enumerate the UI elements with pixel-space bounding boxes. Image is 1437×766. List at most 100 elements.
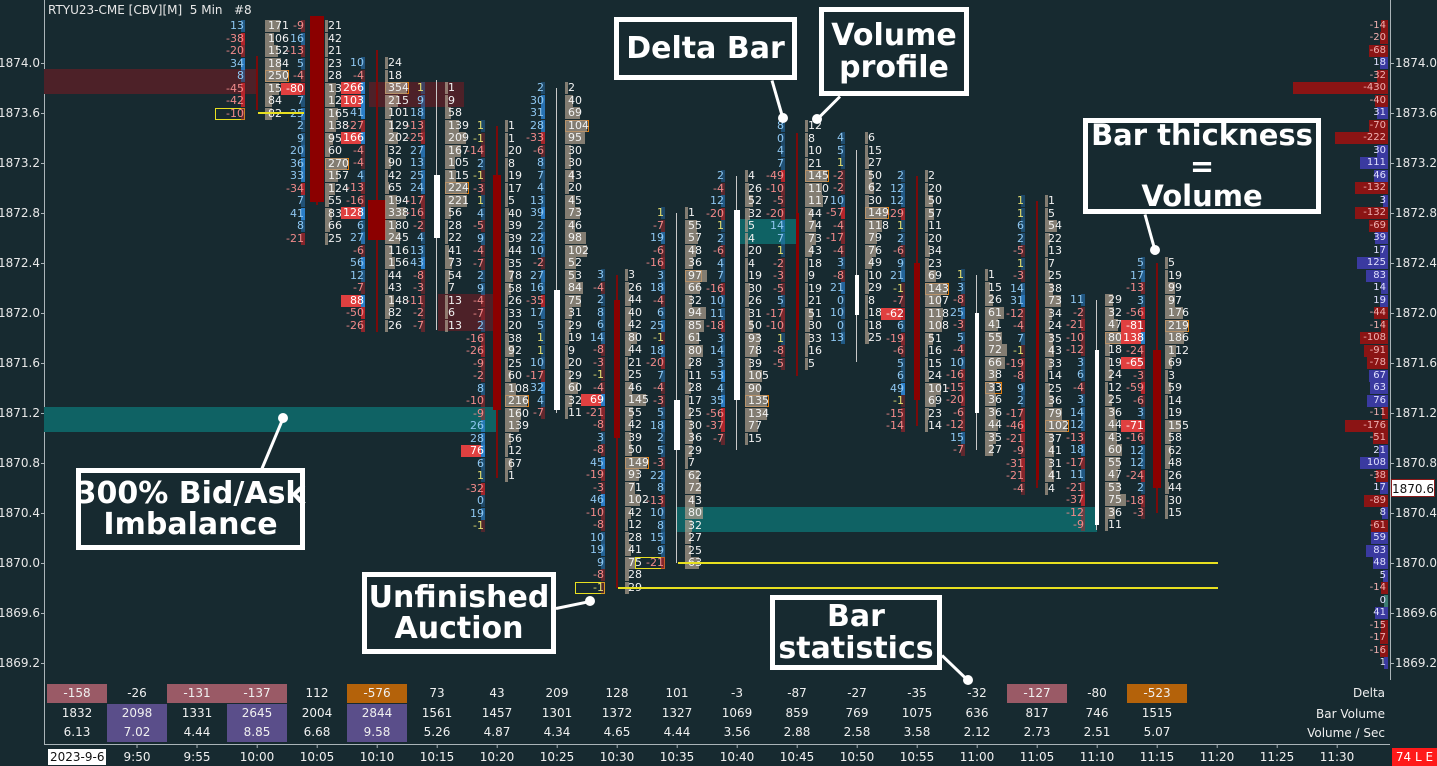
delta-cell: -34 bbox=[286, 181, 305, 195]
volume-cell: 2 bbox=[565, 82, 575, 94]
imbalance-band bbox=[44, 407, 498, 432]
delta-cell: -16 bbox=[346, 193, 365, 207]
delta-cell: -2 bbox=[833, 168, 845, 182]
delta-cell: -25 bbox=[406, 131, 425, 144]
candle-wick bbox=[676, 213, 677, 563]
delta-cell: -19 bbox=[1006, 356, 1025, 370]
stat-delta: -137 bbox=[227, 684, 287, 703]
delta-cell: -5 bbox=[473, 219, 485, 232]
volume-cell: 101 bbox=[385, 107, 409, 119]
delta-cell: 24 bbox=[410, 181, 425, 194]
delta-bar bbox=[554, 290, 560, 410]
delta-cell: -16 bbox=[946, 368, 965, 381]
volume-cell: 73 bbox=[805, 232, 822, 245]
volume-cell: 11 bbox=[565, 407, 582, 419]
volume-cell: 25 bbox=[685, 544, 702, 557]
candle-wick bbox=[556, 88, 557, 413]
profile-bar bbox=[1383, 195, 1388, 207]
delta-cell: 32 bbox=[530, 381, 545, 394]
delta-cell: -4 bbox=[293, 69, 305, 82]
stat-volume: 2004 bbox=[301, 706, 333, 720]
volume-cell: 58 bbox=[1165, 432, 1182, 444]
volume-cell: 40 bbox=[565, 94, 582, 107]
volume-cell: 115 bbox=[445, 169, 469, 182]
delta-bar bbox=[493, 175, 501, 410]
delta-cell: 266 bbox=[341, 81, 365, 94]
delta-cell: -26 bbox=[466, 344, 485, 357]
delta-cell: -4 bbox=[953, 343, 965, 356]
volume-cell: 12 bbox=[625, 519, 642, 531]
delta-cell: 4 bbox=[837, 131, 845, 144]
volume-cell: 21 bbox=[625, 356, 642, 369]
volume-cell: 134 bbox=[745, 407, 769, 420]
volume-cell: 12 bbox=[805, 120, 822, 132]
delta-cell: 17 bbox=[530, 306, 545, 319]
delta-cell: 8 bbox=[657, 481, 665, 494]
profile-bar bbox=[1382, 570, 1388, 582]
delta-cell: -2 bbox=[1073, 305, 1085, 319]
delta-cell: -6 bbox=[893, 344, 905, 357]
volume-cell: 180 bbox=[385, 219, 409, 232]
delta-cell: 8 bbox=[657, 518, 665, 532]
stat-vps: 4.87 bbox=[483, 725, 511, 739]
delta-cell: 13 bbox=[410, 243, 425, 257]
delta-cell: -14 bbox=[466, 144, 485, 157]
stat-vps: 7.02 bbox=[107, 723, 167, 742]
volume-cell: 69 bbox=[925, 395, 942, 407]
volume-cell: 23 bbox=[925, 407, 942, 420]
time-tick: 10:00 bbox=[239, 744, 275, 764]
delta-cell: 19 bbox=[590, 543, 605, 556]
delta-cell: 19 bbox=[650, 231, 665, 244]
delta-cell: -17 bbox=[766, 306, 785, 320]
volume-cell: 1 bbox=[505, 120, 515, 132]
delta-cell: -3 bbox=[773, 269, 785, 282]
unfinished-auction-line bbox=[258, 112, 304, 114]
stat-volume: 1069 bbox=[721, 706, 753, 720]
stat-vps: 4.34 bbox=[543, 725, 571, 739]
volume-cell: 152 bbox=[265, 45, 289, 57]
delta-cell: 41 bbox=[350, 106, 365, 119]
price-axis-right: 1874.0 1873.6 1873.2 1872.8 1872.4 1872.0 1871… bbox=[1390, 0, 1437, 680]
volume-cell: 36 bbox=[985, 406, 1002, 419]
delta-cell: 69 bbox=[581, 394, 605, 406]
delta-cell: -33 bbox=[526, 131, 545, 144]
delta-cell: -4 bbox=[473, 294, 485, 307]
stat-delta: -26 bbox=[127, 686, 147, 700]
delta-cell: -7 bbox=[413, 318, 425, 332]
volume-cell: 14 bbox=[925, 420, 942, 432]
volume-cell: 250 bbox=[265, 70, 289, 82]
date-label: 2023-9-6 bbox=[48, 749, 107, 765]
volume-cell: 19 bbox=[505, 170, 522, 182]
delta-cell: 3 bbox=[1077, 355, 1085, 369]
volume-cell: 69 bbox=[565, 107, 582, 119]
delta-cell: -1 bbox=[893, 281, 905, 295]
delta-cell: -16 bbox=[646, 256, 665, 269]
profile-bar bbox=[1374, 607, 1388, 619]
stat-volume: 1075 bbox=[901, 706, 933, 720]
price-tick: 1871.6 bbox=[1390, 356, 1437, 370]
time-tick: 10:45 bbox=[779, 744, 815, 764]
volume-cell: 93 bbox=[745, 332, 762, 345]
price-tick: 1873.6 bbox=[1390, 106, 1437, 120]
volume-cell: 54 bbox=[445, 269, 462, 282]
delta-cell: 2 bbox=[897, 231, 905, 245]
delta-cell: -9 bbox=[473, 406, 485, 420]
delta-cell: -46 bbox=[1006, 419, 1025, 432]
volume-cell: 42 bbox=[385, 169, 402, 182]
volume-cell: 5 bbox=[1045, 207, 1055, 220]
volume-cell: 80 bbox=[625, 331, 642, 344]
delta-cell: -7 bbox=[713, 431, 725, 445]
profile-bar bbox=[1382, 507, 1388, 519]
delta-cell: 6 bbox=[897, 319, 905, 332]
delta-cell: 2 bbox=[297, 119, 305, 132]
candle-wick bbox=[856, 150, 857, 362]
price-tick: 1869.6 bbox=[1390, 606, 1437, 620]
delta-cell: 2 bbox=[537, 81, 545, 94]
volume-cell: 148 bbox=[385, 294, 409, 307]
volume-cell: 26 bbox=[625, 281, 642, 294]
delta-cell: 7 bbox=[297, 94, 305, 107]
stat-delta: -32 bbox=[967, 686, 987, 700]
delta-cell: -29 bbox=[886, 206, 905, 220]
delta-cell: 31 bbox=[1010, 294, 1025, 307]
footprint-plot[interactable]: 13 -38 -20 34 8 -45 -42 -10 171 106 152 184 250 159 84… bbox=[44, 0, 1374, 680]
